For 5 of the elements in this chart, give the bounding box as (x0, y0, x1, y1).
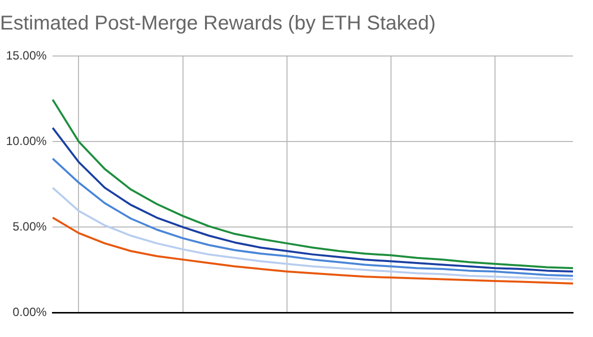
y-tick-label: 15.00% (6, 48, 48, 62)
y-tick-label: 5.00% (12, 219, 48, 234)
y-tick-label: 10.00% (6, 134, 48, 148)
chart-title: Estimated Post-Merge Rewards (by ETH Staked) (0, 12, 436, 35)
y-tick-label: 0.00% (12, 304, 48, 319)
